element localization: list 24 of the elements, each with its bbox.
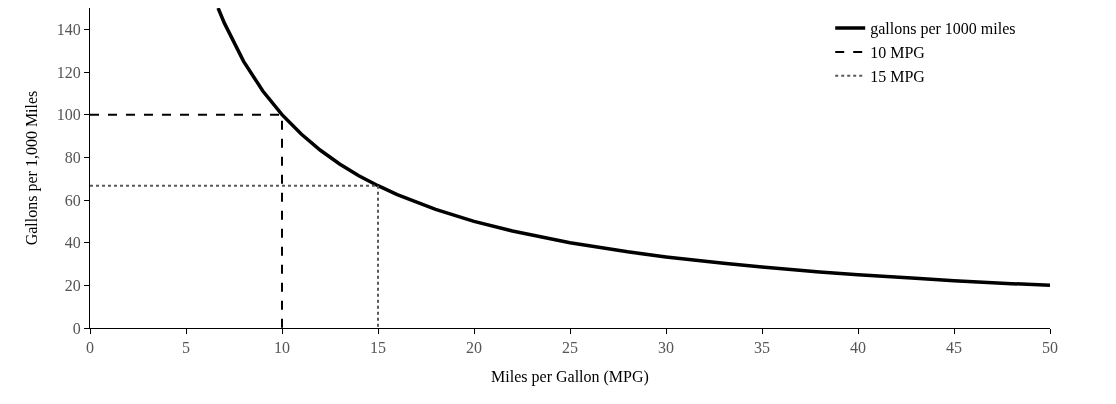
- legend-label: 10 MPG: [870, 44, 926, 62]
- y-tick-label: 80: [64, 148, 81, 166]
- x-tick-label: 10: [274, 339, 290, 357]
- y-tick-label: 100: [56, 106, 81, 124]
- x-axis-title: Miles per Gallon (MPG): [491, 367, 649, 386]
- y-tick-label: 0: [72, 319, 81, 337]
- y-tick-label: 60: [64, 191, 81, 209]
- x-tick-label: 0: [86, 339, 94, 357]
- legend-label: gallons per 1000 miles: [870, 20, 1016, 39]
- y-tick-label: 20: [64, 276, 81, 294]
- x-tick-label: 45: [946, 339, 962, 357]
- y-tick-label: 140: [56, 20, 81, 38]
- x-tick-label: 40: [850, 339, 866, 357]
- x-tick-label: 25: [562, 339, 578, 357]
- x-tick-label: 5: [182, 339, 190, 357]
- x-tick-label: 15: [370, 339, 386, 357]
- y-tick-label: 120: [56, 63, 81, 81]
- x-tick-label: 30: [658, 339, 674, 357]
- x-tick-label: 50: [1042, 339, 1058, 357]
- x-tick-label: 35: [754, 339, 770, 357]
- x-tick-label: 20: [466, 339, 482, 357]
- y-tick-label: 40: [64, 234, 81, 252]
- y-axis-title: Gallons per 1,000 Miles: [22, 90, 41, 246]
- legend-label: 15 MPG: [870, 67, 926, 85]
